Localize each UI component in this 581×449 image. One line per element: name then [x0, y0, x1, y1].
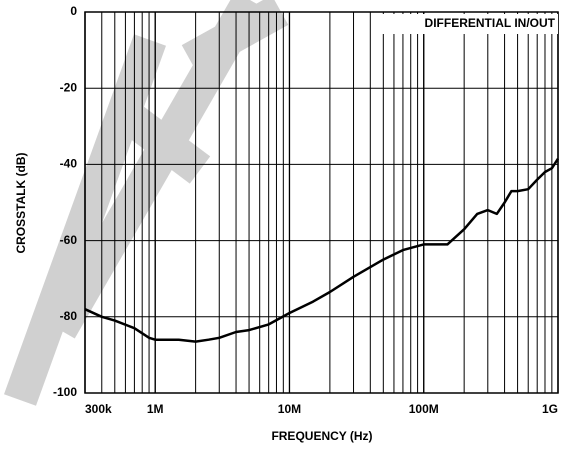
y-tick-label: -40 — [60, 157, 78, 171]
plot — [84, 158, 560, 343]
y-axis-label: CROSSTALK (dB) — [14, 152, 28, 253]
watermark — [4, 0, 289, 406]
y-tick-label: -80 — [60, 309, 78, 323]
x-tick-label: 10M — [278, 402, 301, 416]
chart-title: DIFFERENTIAL IN/OUT — [425, 16, 556, 30]
y-tick-label: 0 — [70, 4, 77, 18]
x-tick-label: 100M — [409, 402, 439, 416]
x-tick-label: 300k — [85, 402, 112, 416]
x-tick-label: 1M — [147, 402, 164, 416]
plot-frame — [84, 11, 559, 394]
y-tick-label: -60 — [60, 233, 78, 247]
x-axis-label: FREQUENCY (Hz) — [271, 429, 372, 443]
watermark-stroke — [109, 96, 211, 184]
watermark-stroke — [181, 0, 289, 75]
y-tick-label: -20 — [60, 80, 78, 94]
annotation-box — [378, 14, 558, 34]
x-tick-label: 1G — [542, 402, 558, 416]
y-tick-label: -100 — [53, 385, 77, 399]
series-line — [84, 158, 560, 343]
